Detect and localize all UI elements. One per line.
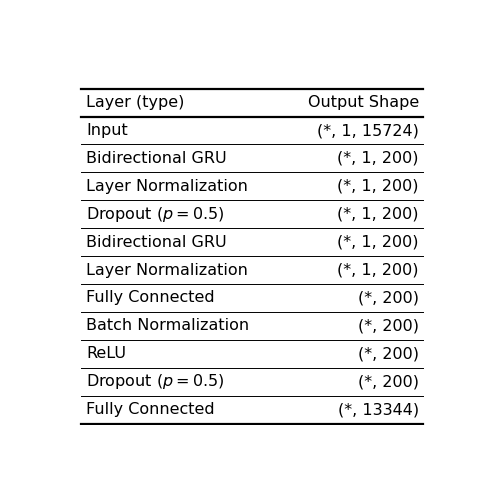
Text: (*, 200): (*, 200) xyxy=(358,346,419,361)
Text: Bidirectional GRU: Bidirectional GRU xyxy=(86,235,227,250)
Text: Output Shape: Output Shape xyxy=(308,95,419,110)
Text: Layer Normalization: Layer Normalization xyxy=(86,262,248,278)
Text: (*, 200): (*, 200) xyxy=(358,291,419,305)
Text: Batch Normalization: Batch Normalization xyxy=(86,318,250,333)
Text: (*, 1, 200): (*, 1, 200) xyxy=(337,151,419,166)
Text: (*, 1, 200): (*, 1, 200) xyxy=(337,262,419,278)
Text: (*, 13344): (*, 13344) xyxy=(338,402,419,417)
Text: Dropout ($p = 0.5$): Dropout ($p = 0.5$) xyxy=(86,205,225,224)
Text: (*, 200): (*, 200) xyxy=(358,374,419,389)
Text: Fully Connected: Fully Connected xyxy=(86,291,215,305)
Text: (*, 1, 200): (*, 1, 200) xyxy=(337,179,419,194)
Text: Input: Input xyxy=(86,123,128,138)
Text: Fully Connected: Fully Connected xyxy=(86,402,215,417)
Text: ReLU: ReLU xyxy=(86,346,126,361)
Text: Layer (type): Layer (type) xyxy=(86,95,185,110)
Text: (*, 1, 200): (*, 1, 200) xyxy=(337,235,419,250)
Text: (*, 1, 15724): (*, 1, 15724) xyxy=(317,123,419,138)
Text: Dropout ($p = 0.5$): Dropout ($p = 0.5$) xyxy=(86,372,225,391)
Text: Layer Normalization: Layer Normalization xyxy=(86,179,248,194)
Text: (*, 1, 200): (*, 1, 200) xyxy=(337,207,419,222)
Text: (*, 200): (*, 200) xyxy=(358,318,419,333)
Text: Bidirectional GRU: Bidirectional GRU xyxy=(86,151,227,166)
